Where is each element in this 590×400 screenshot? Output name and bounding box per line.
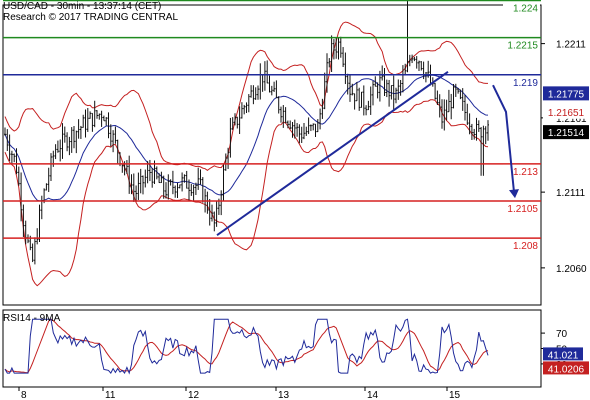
rsi-ma-value-tag-bg <box>543 361 589 375</box>
x-tick-label: 14 <box>367 390 379 400</box>
level-label: 1.219 <box>513 78 538 89</box>
y-tick-label: 1.2211 <box>556 40 586 51</box>
rsi-panel-frame <box>2 309 542 388</box>
price-tag-red-bg <box>543 104 589 119</box>
price-tag-red: 1.21651 <box>548 108 585 119</box>
x-tick-label: 13 <box>278 390 290 400</box>
rsi-ma-line <box>4 318 489 374</box>
level-label: 1.208 <box>513 241 538 252</box>
x-tick-label: 11 <box>105 390 116 400</box>
current-price-tag-bg <box>543 86 589 101</box>
level-label: 1.224 <box>513 4 538 15</box>
level-label-bg <box>503 239 540 252</box>
y-tick-label: 1.2060 <box>556 264 587 275</box>
bollinger-bands <box>4 21 489 287</box>
level-label: 1.2215 <box>507 41 538 52</box>
forecast-arrow <box>492 84 515 193</box>
level-label-bg <box>503 75 540 88</box>
rsi-line <box>4 318 489 375</box>
x-tick-label: 15 <box>449 390 461 400</box>
y-tick-label: 1.2161 <box>556 114 587 125</box>
level-label-bg <box>503 1 540 14</box>
main-panel-frame <box>2 4 542 306</box>
rsi-ma-value-tag: 41.0206 <box>548 364 585 375</box>
current-price-tag: 1.21775 <box>548 89 585 100</box>
rsi-value-tag-bg <box>543 347 583 361</box>
price-bars <box>4 0 489 265</box>
rsi-y-tick-label: 70 <box>556 329 568 340</box>
y-tick-label: 1.2111 <box>556 188 586 199</box>
bollinger-upper-line <box>4 21 488 172</box>
level-label: 1.213 <box>513 167 538 178</box>
axes: 1.2211 1.2161 1.2111 1.2060 1.21775 1.21651 1.… <box>18 40 589 400</box>
chart-title: USD/CAD - 30min - 13:37:14 (CET) <box>3 1 162 12</box>
level-label-bg <box>503 202 540 215</box>
chart-subtitle: Research © 2017 TRADING CENTRAL <box>3 12 179 23</box>
rsi-title: RSI14 - 9MA <box>3 313 61 324</box>
x-tick-label: 8 <box>21 390 27 400</box>
x-tick-label: 12 <box>188 390 200 400</box>
forecast-arrow-head <box>509 189 519 199</box>
level-label-bg <box>503 38 540 51</box>
last-price-tag-bg <box>543 125 589 140</box>
annotations <box>216 71 519 237</box>
rsi-value-tag: 41.021 <box>548 350 579 361</box>
level-label: 1.2105 <box>507 204 538 215</box>
last-price-tag: 1.21514 <box>548 128 585 139</box>
bollinger-lower-line <box>4 99 489 287</box>
trendline <box>216 71 449 237</box>
